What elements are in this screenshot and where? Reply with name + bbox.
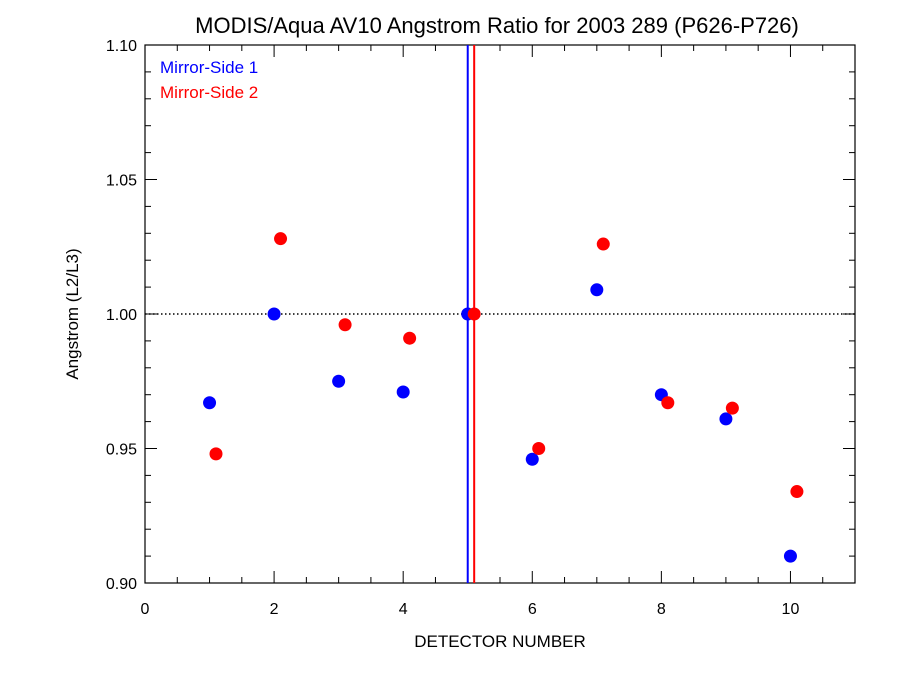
mirror-side-1-point: [267, 307, 281, 321]
mirror-side-2-point: [338, 318, 352, 332]
mirror-side-1-point: [783, 549, 797, 563]
legend-entry: Mirror-Side 1: [160, 58, 258, 77]
mirror-side-1-point: [525, 452, 539, 466]
x-tick-label: 10: [782, 601, 800, 618]
mirror-side-1-point: [719, 412, 733, 426]
chart-title: MODIS/Aqua AV10 Angstrom Ratio for 2003 …: [195, 13, 799, 38]
legend-entry: Mirror-Side 2: [160, 83, 258, 102]
mirror-side-2-point: [661, 396, 675, 410]
x-axis-label: DETECTOR NUMBER: [414, 632, 586, 651]
x-tick-label: 2: [270, 601, 279, 618]
mirror-side-2-point: [403, 331, 417, 345]
y-tick-label: 0.90: [106, 576, 137, 593]
y-tick-label: 1.10: [106, 38, 137, 55]
y-axis-label: Angstrom (L2/L3): [63, 248, 82, 379]
mirror-side-1-point: [590, 283, 604, 297]
mirror-side-2-point: [790, 485, 804, 499]
plot-area: 0 2 4 6 8 10 0.90 0.95 1.00 1.05 1.10: [106, 38, 856, 618]
y-tick-label: 1.05: [106, 173, 137, 190]
mirror-side-1-point: [332, 374, 346, 388]
y-tick-label: 0.95: [106, 442, 137, 459]
mirror-side-2-point: [467, 307, 481, 321]
plot-frame: [144, 44, 856, 584]
mirror-side-2-point: [209, 447, 223, 461]
x-tick-label: 8: [657, 601, 666, 618]
x-tick-label: 4: [399, 601, 408, 618]
mirror-side-2-point: [725, 401, 739, 415]
x-tick-label: 6: [528, 601, 537, 618]
mirror-side-2-point: [596, 237, 610, 251]
mirror-side-1-point: [396, 385, 410, 399]
mirror-side-2-point: [274, 232, 288, 246]
mirror-side-2-point: [532, 442, 546, 455]
legend: Mirror-Side 1 Mirror-Side 2: [160, 58, 258, 102]
mirror-side-1-point: [203, 396, 217, 410]
x-tick-label: 0: [141, 601, 150, 618]
y-tick-label: 1.00: [106, 307, 137, 324]
